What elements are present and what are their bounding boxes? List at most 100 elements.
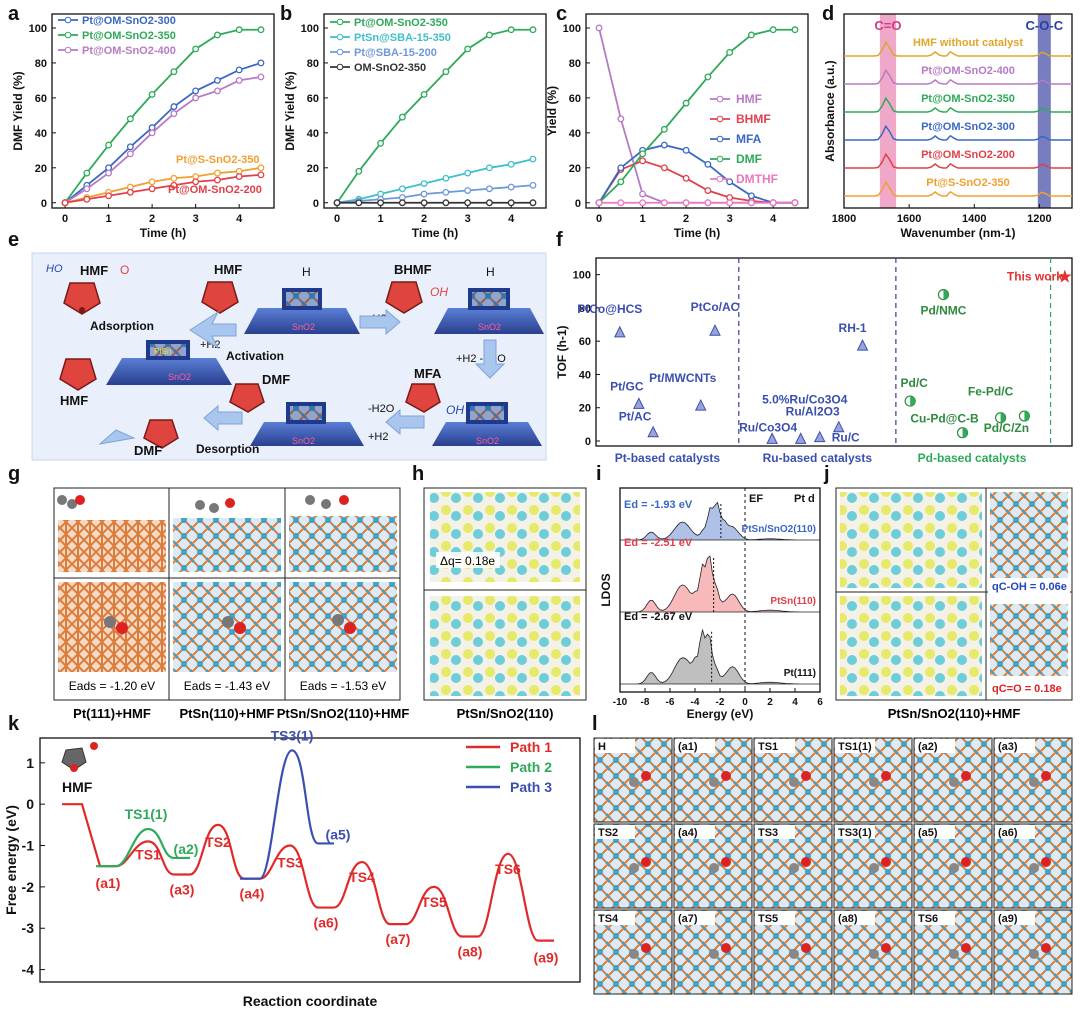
data-point-fill (962, 427, 968, 438)
caption-h: PtSn/SnO2(110) (457, 706, 554, 721)
data-point-fill (1024, 411, 1030, 422)
furan-ring-7 (143, 419, 179, 449)
state-label: (a1) (96, 875, 121, 891)
atom-label-o: O (120, 263, 129, 277)
structure-label: (a4) (678, 827, 698, 839)
legend-marker (716, 95, 724, 103)
data-point (442, 199, 450, 207)
panel-letter-i: i (596, 463, 602, 485)
support-label-5: SnO2 (476, 436, 499, 446)
panel-letter-g: g (8, 463, 20, 485)
legend-label: Path 1 (510, 739, 552, 755)
data-point (213, 169, 221, 177)
data-point (170, 174, 178, 182)
label-activation: Activation (226, 349, 284, 363)
oxygen-atom (1041, 771, 1051, 781)
group-label: Ru-based catalysts (763, 451, 873, 465)
data-point (464, 45, 472, 53)
x-tick-label: 2 (421, 213, 427, 225)
x-tick-label: 0 (596, 213, 602, 225)
data-point (529, 26, 537, 34)
slab-ptsnsno2-side (289, 516, 397, 572)
ldos-series-label: Pt(111) (784, 668, 816, 679)
legend-marker (336, 33, 344, 41)
highlight-label: C-O-C (1026, 18, 1064, 33)
orbital-label: Pt d (794, 493, 815, 505)
data-point (442, 68, 450, 76)
x-tick-label: 1400 (962, 213, 986, 225)
data-point (660, 125, 668, 133)
surface-label: PtSn (154, 347, 171, 356)
data-point (126, 143, 134, 151)
data-point (257, 73, 265, 81)
x-tick-label: 2 (683, 213, 689, 225)
caption-ptsnsno2: PtSn/SnO2(110)+HMF (277, 706, 410, 721)
label-bg (915, 739, 955, 753)
series-line-3 (598, 28, 795, 204)
series-line-1 (336, 158, 534, 204)
label-bg (755, 825, 795, 839)
scheme-arrows (98, 308, 506, 445)
d-band-center-label: Ed = -2.51 eV (624, 537, 693, 549)
spectrum-label: HMF without catalyst (913, 37, 1023, 49)
x-tick-label: 3 (727, 213, 733, 225)
x-tick-label: 3 (465, 213, 471, 225)
data-point (170, 68, 178, 76)
caption-pt111: Pt(111)+HMF (73, 706, 151, 721)
state-label: TS1 (135, 846, 161, 862)
panel-letter-h: h (412, 463, 424, 485)
oxygen-atom (70, 764, 78, 772)
y-tick-label: 20 (579, 403, 591, 415)
legend-marker (64, 16, 72, 24)
carbon-atom (949, 863, 959, 873)
spectrum-label: Pt@OM-SnO2-300 (921, 121, 1015, 133)
legend-label: DMF (736, 152, 762, 166)
x-tick-label: 4 (236, 213, 243, 225)
y-tick-label: 100 (563, 23, 581, 35)
ldos-area-0 (620, 501, 820, 541)
ldos-area-2 (620, 628, 820, 685)
oxygen-atom (881, 857, 891, 867)
data-point (257, 26, 265, 34)
x-axis-label: Energy (eV) (687, 707, 754, 721)
d-band-center-label: Ed = -1.93 eV (624, 499, 693, 511)
label-dmf-2: DMF (134, 443, 162, 458)
y-axis-label: Free energy (eV) (3, 805, 19, 915)
data-point (83, 169, 91, 177)
spectrum-label: Pt@S-SnO2-350 (926, 177, 1009, 189)
highlight-label: C=O (874, 18, 901, 33)
state-label: TS4 (349, 869, 375, 885)
support-label-3: SnO2 (478, 322, 501, 332)
data-point (355, 167, 363, 175)
data-point (507, 160, 515, 168)
y-tick-label: 0 (575, 198, 581, 210)
data-point (485, 31, 493, 39)
y-tick-label: -3 (22, 920, 35, 936)
carbon-atom (629, 863, 639, 873)
state-label: TS5 (421, 894, 447, 910)
hmf-molecule-icon (61, 747, 87, 771)
carbon-atom (789, 863, 799, 873)
data-point (747, 31, 755, 39)
structure-label: TS3 (758, 827, 778, 839)
oxygen-atom (961, 771, 971, 781)
data-point (377, 199, 385, 207)
legend-marker (336, 63, 344, 71)
state-label: (a2) (174, 841, 199, 857)
y-tick-label: 80 (579, 303, 591, 315)
structure-label: TS5 (758, 913, 778, 925)
x-tick-label: 1 (640, 213, 646, 225)
state-label: TS6 (495, 861, 521, 877)
legend-label: Pt@OM-SnO2-350 (354, 17, 448, 29)
data-point (617, 199, 625, 207)
label-bg (755, 911, 795, 925)
ldos-series-label: PtSn/SnO2(110) (742, 524, 816, 535)
data-point (257, 171, 265, 179)
label-bg (995, 739, 1035, 753)
data-point (170, 181, 178, 189)
x-axis-label: Time (h) (140, 226, 186, 240)
caption-j: PtSn/SnO2(110)+HMF (888, 706, 1021, 721)
series-line-2 (336, 184, 534, 204)
label-bg (915, 825, 955, 839)
